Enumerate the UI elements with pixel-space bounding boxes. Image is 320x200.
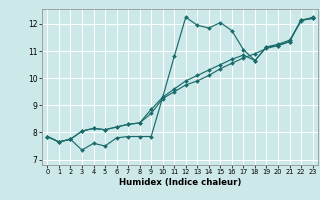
X-axis label: Humidex (Indice chaleur): Humidex (Indice chaleur) [119,178,241,187]
